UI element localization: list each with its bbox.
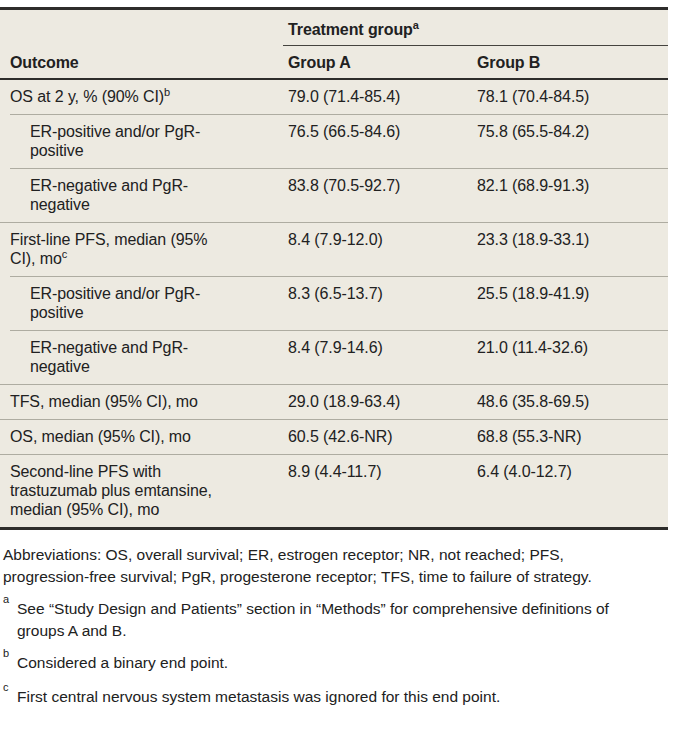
spanner-spacer xyxy=(0,10,283,46)
row-label: OS, median (95% CI), mo xyxy=(0,427,283,446)
outcomes-table: Treatment groupa Outcome Group A Group B… xyxy=(0,7,668,530)
row-label: ER-positive and/or PgR-positive xyxy=(0,284,283,322)
group-b-value: 78.1 (70.4-84.5) xyxy=(477,87,668,106)
spanner-header: Treatment groupa xyxy=(283,10,668,46)
group-a-value: 8.3 (6.5-13.7) xyxy=(283,284,477,303)
row-label: ER-positive and/or PgR-positive xyxy=(0,122,283,160)
row-label: TFS, median (95% CI), mo xyxy=(0,392,283,411)
row-label: ER-negative and PgR-negative xyxy=(0,338,283,376)
row-label: OS at 2 y, % (90% CI)b xyxy=(0,87,283,106)
group-a-value: 29.0 (18.9-63.4) xyxy=(283,392,477,411)
abbreviations-note: Abbreviations: OS, overall survival; ER,… xyxy=(3,544,615,588)
row-label: Second-line PFS with trastuzumab plus em… xyxy=(0,462,283,519)
table-footnotes: Abbreviations: OS, overall survival; ER,… xyxy=(0,530,674,708)
table-row: TFS, median (95% CI), mo 29.0 (18.9-63.4… xyxy=(0,385,668,419)
spanner-label: Treatment group xyxy=(288,21,413,38)
table-row: Second-line PFS with trastuzumab plus em… xyxy=(0,455,668,527)
table-row: OS at 2 y, % (90% CI)b 79.0 (71.4-85.4) … xyxy=(0,80,668,114)
group-a-value: 79.0 (71.4-85.4) xyxy=(283,87,477,106)
group-b-value: 6.4 (4.0-12.7) xyxy=(477,462,668,481)
group-b-value: 48.6 (35.8-69.5) xyxy=(477,392,668,411)
row-footnote-marker: b xyxy=(164,86,170,98)
table-row: OS, median (95% CI), mo 60.5 (42.6-NR) 6… xyxy=(0,420,668,454)
row-footnote-marker: c xyxy=(62,248,67,260)
column-header-outcome: Outcome xyxy=(0,53,283,72)
group-a-value: 76.5 (66.5-84.6) xyxy=(283,122,477,141)
footnote-text: See “Study Design and Patients” section … xyxy=(17,600,609,639)
footnote-a: a See “Study Design and Patients” sectio… xyxy=(3,598,615,642)
table-row: ER-negative and PgR-negative 8.4 (7.9-14… xyxy=(0,331,668,384)
footnote-text: Considered a binary end point. xyxy=(17,654,228,671)
group-a-value: 8.4 (7.9-12.0) xyxy=(283,230,477,249)
table-spanner-row: Treatment groupa xyxy=(0,10,668,46)
group-b-value: 21.0 (11.4-32.6) xyxy=(477,338,668,357)
row-label: ER-negative and PgR-negative xyxy=(0,176,283,214)
group-a-value: 60.5 (42.6-NR) xyxy=(283,427,477,446)
group-b-value: 75.8 (65.5-84.2) xyxy=(477,122,668,141)
table-row: ER-positive and/or PgR-positive 76.5 (66… xyxy=(0,115,668,168)
footnote-c: c First central nervous system metastasi… xyxy=(3,686,615,708)
group-b-value: 25.5 (18.9-41.9) xyxy=(477,284,668,303)
row-label: First-line PFS, median (95% CI), moc xyxy=(0,230,283,268)
table-column-headers: Outcome Group A Group B xyxy=(0,46,668,78)
column-header-group-b: Group B xyxy=(477,53,668,72)
group-b-value: 23.3 (18.9-33.1) xyxy=(477,230,668,249)
group-a-value: 8.4 (7.9-14.6) xyxy=(283,338,477,357)
table-row: First-line PFS, median (95% CI), moc 8.4… xyxy=(0,223,668,276)
footnote-text: First central nervous system metastasis … xyxy=(17,688,500,705)
group-b-value: 82.1 (68.9-91.3) xyxy=(477,176,668,195)
group-a-value: 83.8 (70.5-92.7) xyxy=(283,176,477,195)
column-header-group-a: Group A xyxy=(283,53,477,72)
footnote-b: b Considered a binary end point. xyxy=(3,652,615,674)
spanner-footnote-marker: a xyxy=(413,18,419,30)
group-a-value: 8.9 (4.4-11.7) xyxy=(283,462,477,481)
group-b-value: 68.8 (55.3-NR) xyxy=(477,427,668,446)
table-row: ER-negative and PgR-negative 83.8 (70.5-… xyxy=(0,169,668,222)
table-row: ER-positive and/or PgR-positive 8.3 (6.5… xyxy=(0,277,668,330)
